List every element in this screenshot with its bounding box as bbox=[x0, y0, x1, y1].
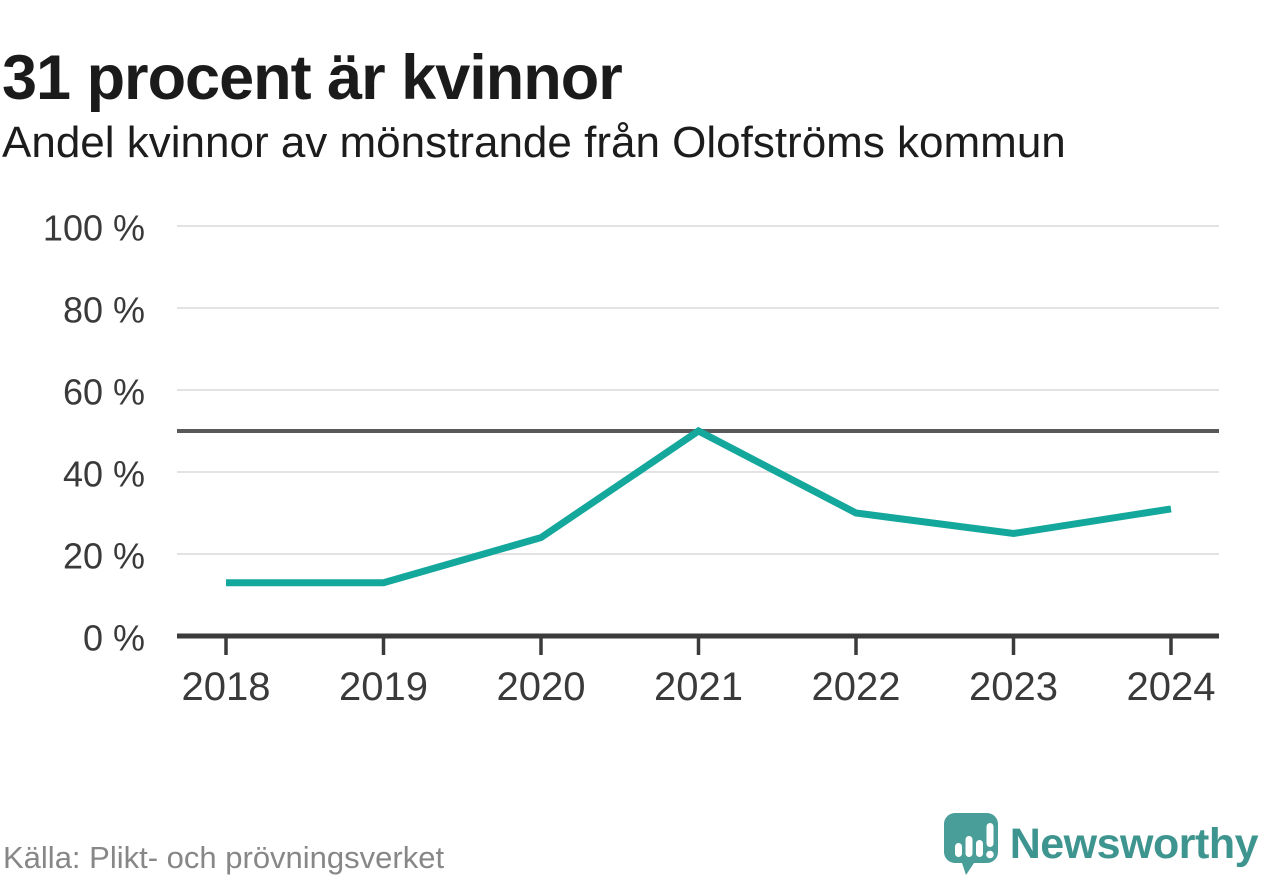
y-tick-label-0: 0 % bbox=[83, 618, 145, 659]
x-tick-label-2023: 2023 bbox=[969, 665, 1058, 709]
data-line bbox=[226, 426, 1172, 587]
x-tick-label-2024: 2024 bbox=[1127, 665, 1216, 709]
x-tick-label-2021: 2021 bbox=[654, 665, 743, 709]
exclamation-bar bbox=[986, 823, 994, 847]
y-tick-label-60: 60 % bbox=[63, 372, 145, 413]
bar-1 bbox=[954, 843, 962, 857]
newsworthy-wordmark: Newsworthy bbox=[1009, 819, 1259, 868]
bar-2 bbox=[965, 836, 973, 857]
x-tick-label-2022: 2022 bbox=[812, 665, 901, 709]
chart-subtitle: Andel kvinnor av mönstrande från Olofstr… bbox=[2, 118, 1066, 167]
newsworthy-logo: Newsworthy bbox=[943, 813, 1259, 875]
bar-3 bbox=[975, 840, 983, 857]
chart-title: 31 procent är kvinnor bbox=[2, 43, 623, 114]
y-tick-label-100: 100 % bbox=[43, 208, 145, 249]
y-tick-label-20: 20 % bbox=[63, 536, 145, 577]
newsworthy-logo-icon bbox=[943, 813, 998, 875]
x-tick-label-2020: 2020 bbox=[497, 665, 586, 709]
x-tick-label-2019: 2019 bbox=[339, 665, 428, 709]
source-note: Källa: Plikt- och prövningsverket bbox=[3, 840, 445, 875]
y-tick-label-40: 40 % bbox=[63, 454, 145, 495]
y-tick-label-80: 80 % bbox=[63, 290, 145, 331]
exclamation-dot bbox=[985, 850, 994, 859]
x-tick-label-2018: 2018 bbox=[182, 665, 271, 709]
